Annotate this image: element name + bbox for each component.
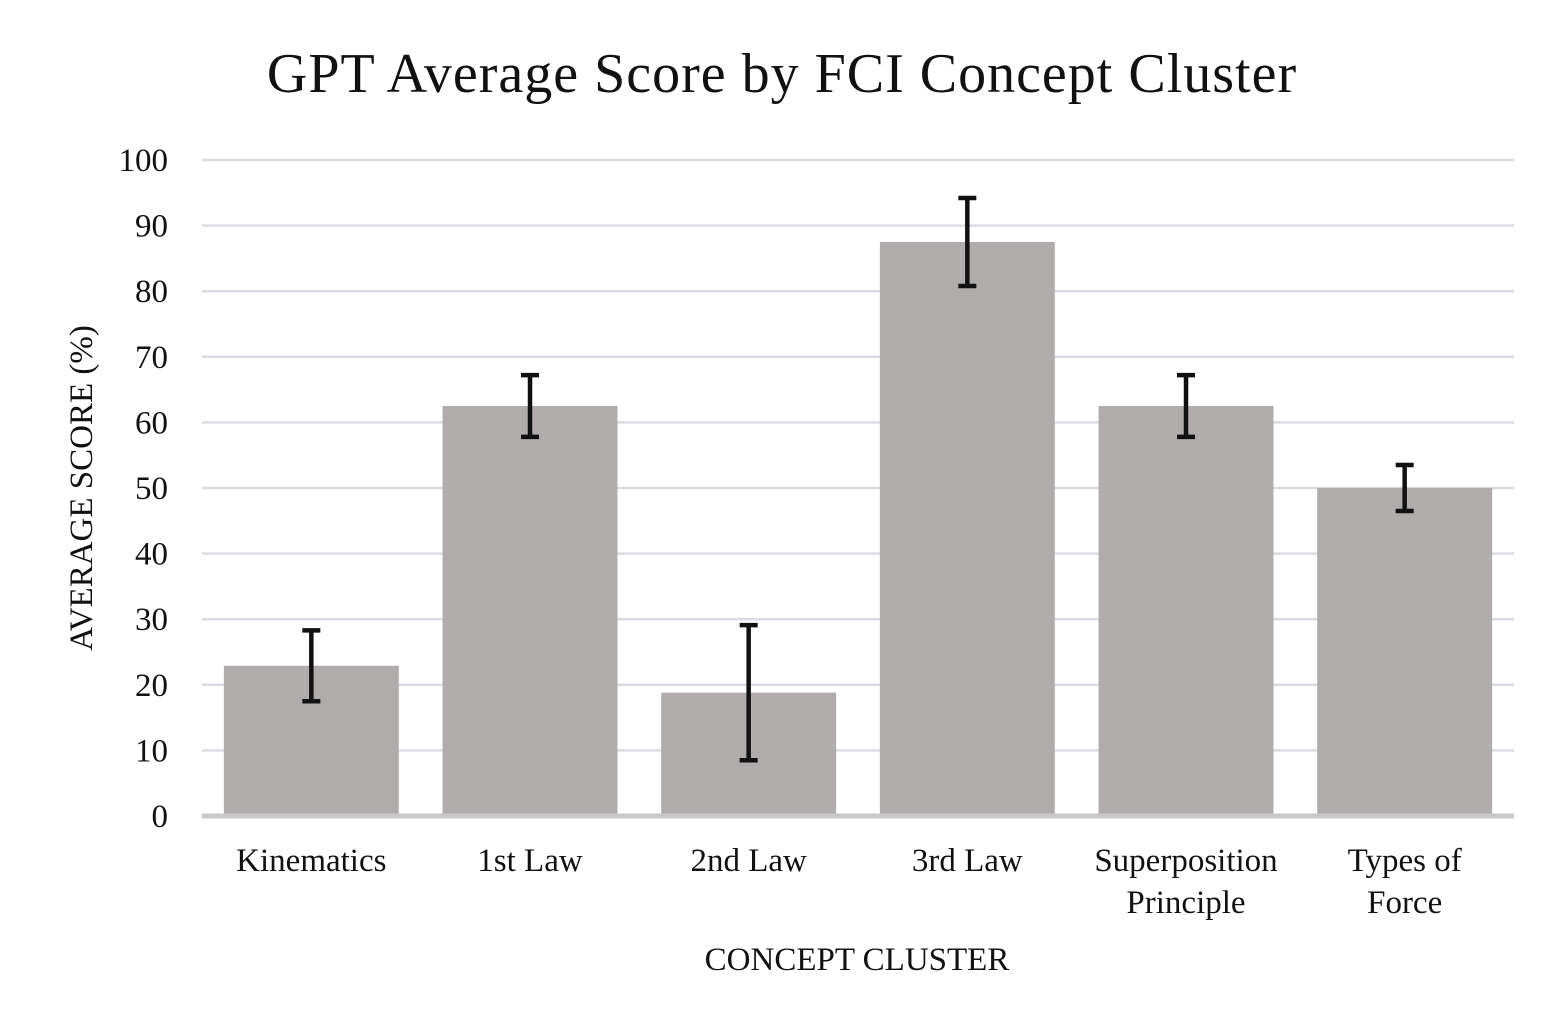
bars [223,242,1493,816]
y-tick-label: 50 [135,471,168,507]
x-tick-label: Principle [1126,885,1245,921]
x-axis-ticks: Kinematics 1st Law 2nd Law 3rd Law Superposi… [236,843,1462,921]
x-tick-label: Force [1367,885,1442,921]
y-tick-label: 40 [135,537,168,573]
y-axis-ticks: 0 10 20 30 40 50 60 70 80 90 100 [119,143,169,835]
y-axis-label: AVERAGE SCORE (%) [64,325,100,651]
y-tick-label: 100 [119,143,169,179]
y-tick-label: 80 [135,274,168,310]
bar [1317,488,1493,816]
y-tick-label: 60 [135,405,168,441]
bar [442,406,618,816]
x-tick-label: Kinematics [236,843,386,879]
y-tick-label: 70 [135,340,168,376]
chart-title: GPT Average Score by FCI Concept Cluster [267,43,1297,105]
bar [879,242,1055,816]
x-axis-label: CONCEPT CLUSTER [705,942,1010,978]
x-tick-label: 2nd Law [690,843,807,879]
bar [1098,406,1274,816]
x-tick-label: 3rd Law [912,843,1023,879]
x-tick-label: Types of [1348,843,1462,879]
x-tick-label: Superposition [1094,843,1277,879]
gridlines [202,158,1514,752]
y-tick-label: 10 [135,733,168,769]
y-tick-label: 90 [135,209,168,245]
y-tick-label: 20 [135,668,168,704]
y-tick-label: 0 [152,799,169,835]
y-tick-label: 30 [135,602,168,638]
x-tick-label: 1st Law [477,843,583,879]
error-bars [302,195,1414,763]
